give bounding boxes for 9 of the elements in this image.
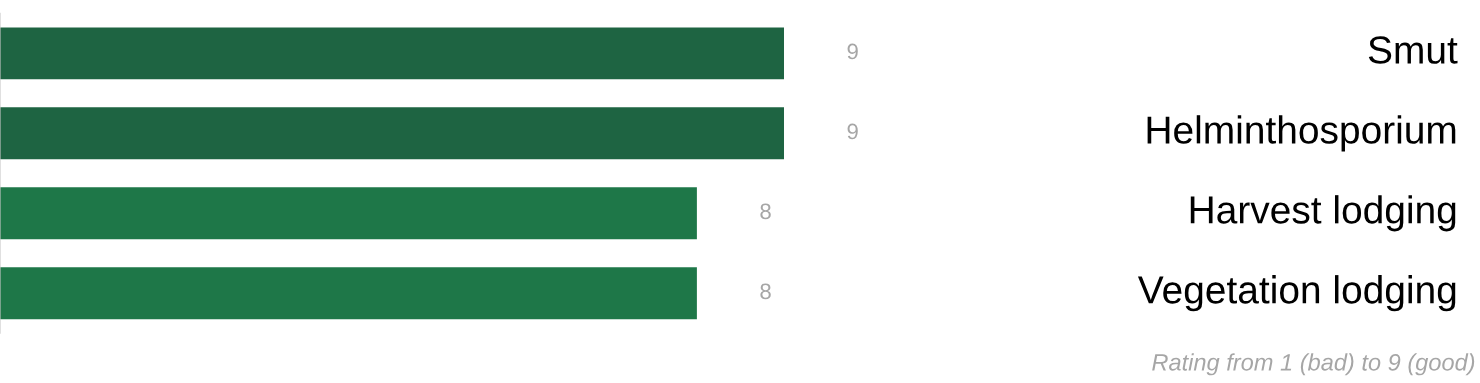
data-label: 8 bbox=[760, 203, 771, 220]
text: Rating from 1 (bad) to 9 (good) bbox=[1152, 353, 1475, 376]
y-tick-label: Vegetation lodging bbox=[1137, 275, 1456, 312]
data-label: 9 bbox=[847, 43, 858, 60]
data-label: 9 bbox=[847, 123, 858, 140]
y-tick-label: Harvest lodging bbox=[1190, 195, 1456, 232]
y-tick-label: Helminthosporium bbox=[1147, 115, 1456, 152]
data-label: 8 bbox=[760, 283, 771, 300]
y-tick-label: Smut bbox=[1368, 36, 1458, 64]
